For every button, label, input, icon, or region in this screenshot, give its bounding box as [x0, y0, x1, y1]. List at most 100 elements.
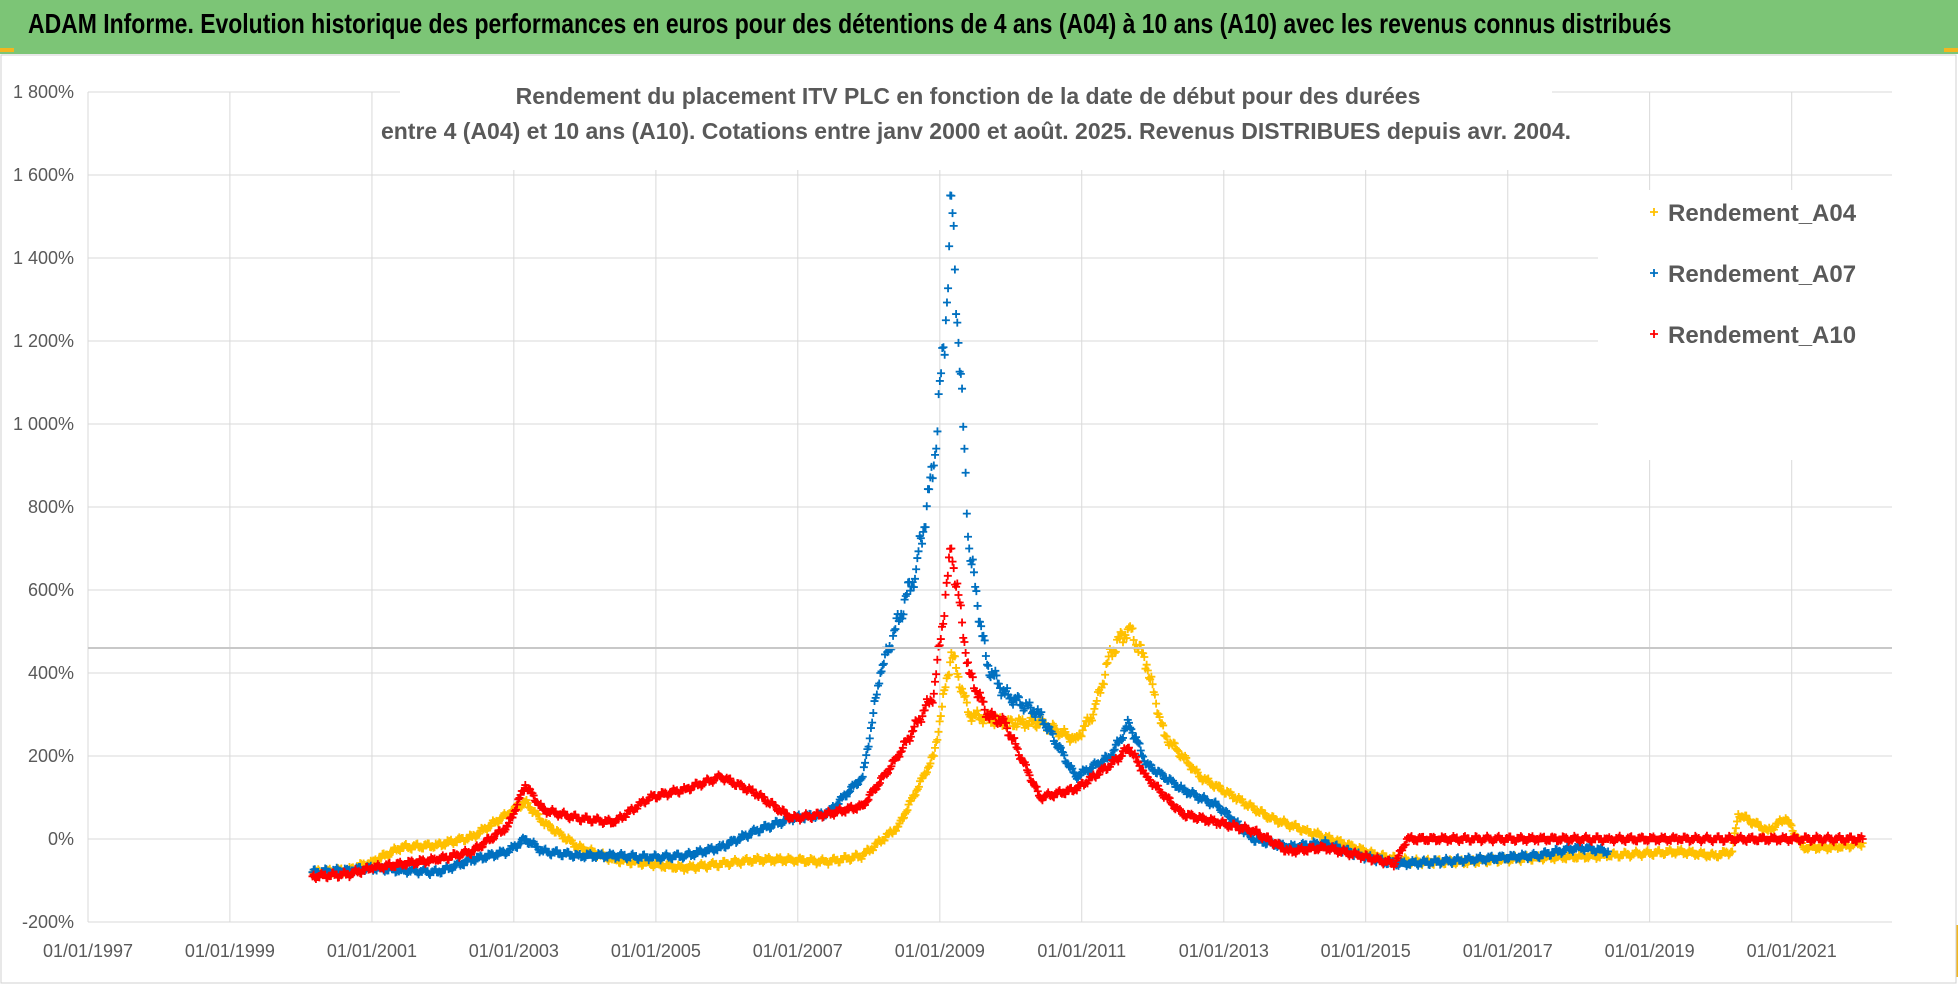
- marker-point: [470, 857, 479, 866]
- marker-point: [918, 712, 927, 721]
- marker-point: [1119, 733, 1127, 742]
- marker-point: [782, 809, 791, 818]
- marker-point: [942, 578, 951, 587]
- marker-point: [1111, 647, 1120, 656]
- marker-point: [875, 778, 884, 787]
- marker-point: [960, 693, 969, 702]
- marker-point: [967, 560, 976, 569]
- marker-point: [1056, 743, 1065, 752]
- marker-point: [396, 847, 405, 856]
- marker-point: [529, 791, 538, 800]
- y-tick-label: 800%: [28, 497, 74, 517]
- y-tick-label: 400%: [28, 663, 74, 683]
- x-tick-label: 01/01/2011: [1037, 941, 1126, 961]
- marker-point: [1187, 809, 1196, 818]
- marker-point: [969, 568, 978, 577]
- marker-point: [1147, 672, 1156, 681]
- marker-point: [1124, 718, 1133, 727]
- marker-point: [1099, 680, 1108, 689]
- marker-point: [655, 792, 664, 801]
- marker-point: [953, 579, 962, 588]
- marker-point: [1139, 649, 1148, 658]
- marker-point: [1128, 728, 1137, 737]
- marker-point: [1604, 847, 1613, 856]
- marker-point: [980, 705, 989, 714]
- y-tick-label: -200%: [22, 912, 74, 932]
- marker-point: [928, 474, 937, 483]
- marker-point: [1068, 764, 1077, 773]
- marker-point: [936, 712, 945, 721]
- marker-point: [886, 645, 895, 654]
- marker-point: [941, 683, 950, 692]
- marker-point: [872, 690, 881, 699]
- marker-point: [544, 820, 553, 829]
- marker-point: [878, 661, 887, 670]
- marker-point: [514, 795, 523, 804]
- marker-point: [1162, 732, 1171, 741]
- marker-point: [973, 706, 982, 715]
- scatter-chart: -200% 0% 200% 400% 600% 800% 1 000% 1 200% 1 400…: [0, 54, 1957, 984]
- marker-point: [1173, 745, 1182, 754]
- marker-point: [1143, 666, 1152, 675]
- chart-title-line2: entre 4 (A04) et 10 ans (A10). Cotations…: [381, 118, 1571, 144]
- marker-point: [934, 727, 943, 736]
- marker-point: [930, 743, 939, 752]
- marker-point: [960, 637, 969, 646]
- marker-point: [956, 369, 965, 378]
- marker-point: [877, 667, 886, 676]
- marker-point: [1142, 660, 1151, 669]
- marker-point: [961, 691, 970, 700]
- marker-point: [903, 806, 912, 815]
- marker-point: [937, 702, 946, 711]
- corner-accent-left: [0, 48, 14, 52]
- marker-point: [909, 726, 918, 735]
- marker-point: [931, 450, 940, 459]
- marker-point: [1127, 725, 1136, 734]
- legend-item: Rendement_A04: [1650, 200, 1857, 227]
- marker-point: [1148, 680, 1157, 689]
- marker-point: [1264, 832, 1273, 841]
- y-axis-tick-labels: -200% 0% 200% 400% 600% 800% 1 000% 1 200% 1 400…: [13, 82, 74, 932]
- marker-point: [1275, 839, 1284, 848]
- marker-point: [736, 779, 745, 788]
- marker-point: [932, 444, 941, 453]
- marker-point: [1504, 855, 1513, 864]
- marker-point: [1077, 732, 1086, 741]
- marker-point: [935, 376, 944, 385]
- marker-point: [866, 724, 875, 733]
- chart-title-line1: Rendement du placement ITV PLC en foncti…: [516, 83, 1421, 109]
- marker-point: [1110, 649, 1119, 658]
- marker-point: [859, 763, 868, 772]
- marker-point: [917, 717, 926, 726]
- marker-point: [926, 759, 935, 768]
- marker-point: [978, 719, 987, 728]
- marker-point: [1031, 713, 1040, 722]
- y-tick-label: 1 600%: [13, 165, 74, 185]
- legend-label: Rendement_A10: [1668, 322, 1856, 349]
- marker-point: [1135, 761, 1144, 770]
- marker-point: [513, 800, 522, 809]
- marker-point: [971, 582, 980, 591]
- marker-point: [1101, 670, 1110, 679]
- series-Rendement_A10: [308, 544, 1867, 884]
- y-tick-label: 1 800%: [13, 82, 74, 102]
- marker-point: [975, 688, 984, 697]
- y-tick-label: 1 400%: [13, 248, 74, 268]
- marker-point: [771, 801, 780, 810]
- x-tick-label: 01/01/2015: [1321, 941, 1411, 961]
- marker-point: [1018, 715, 1027, 724]
- marker-point: [939, 619, 948, 628]
- marker-point: [1033, 787, 1042, 796]
- marker-point: [1003, 684, 1012, 693]
- marker-point: [864, 795, 873, 804]
- marker-point: [1012, 743, 1021, 752]
- marker-point: [906, 732, 915, 741]
- marker-point: [1271, 814, 1280, 823]
- marker-point: [1069, 768, 1078, 777]
- marker-point: [1858, 835, 1867, 843]
- x-tick-label: 01/01/2013: [1179, 941, 1269, 961]
- marker-point: [846, 787, 855, 796]
- marker-point: [928, 698, 937, 707]
- marker-point: [1009, 700, 1018, 709]
- marker-point: [1092, 696, 1101, 705]
